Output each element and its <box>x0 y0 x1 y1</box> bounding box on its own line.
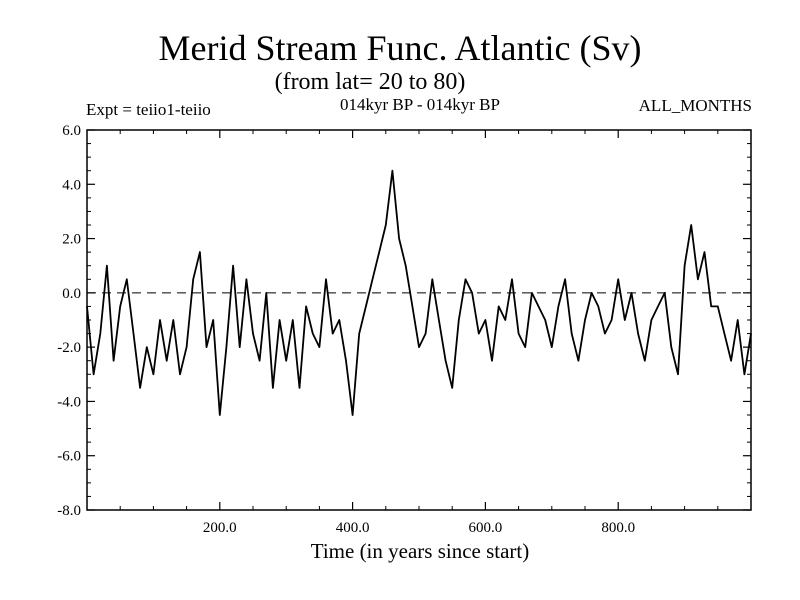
y-tick-label: 6.0 <box>62 123 81 139</box>
x-tick-label: 800.0 <box>601 520 635 536</box>
y-tick-label: -6.0 <box>57 449 81 465</box>
months-label: ALL_MONTHS <box>638 96 752 115</box>
y-tick-label: 2.0 <box>62 232 81 248</box>
chart-subtitle: (from lat= 20 to 80) <box>274 69 466 95</box>
y-tick-label: -4.0 <box>57 394 81 410</box>
x-tick-label: 200.0 <box>203 520 237 536</box>
y-tick-label: 4.0 <box>62 177 81 193</box>
chart-title: Merid Stream Func. Atlantic (Sv) <box>158 28 642 68</box>
y-tick-label: -8.0 <box>57 503 81 519</box>
x-axis-label: Time (in years since start) <box>310 539 530 563</box>
x-tick-label: 600.0 <box>469 520 503 536</box>
plot-frame <box>86 129 752 511</box>
series-line <box>86 169 752 416</box>
x-tick-label: 400.0 <box>336 520 370 536</box>
y-tick-label: 0.0 <box>62 286 81 302</box>
experiment-label: Expt = teiio1-teiio <box>86 100 211 119</box>
y-tick-label: -2.0 <box>57 340 81 356</box>
period-label: 014kyr BP - 014kyr BP <box>340 95 500 114</box>
